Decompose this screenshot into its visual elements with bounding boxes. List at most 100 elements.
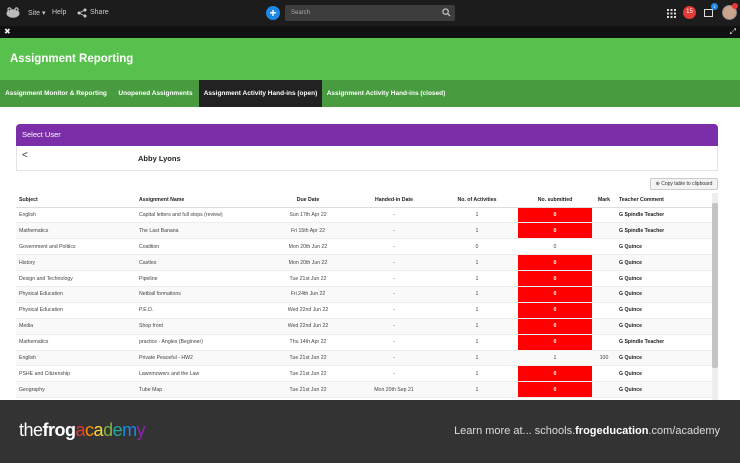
inbox-icon[interactable] — [704, 8, 713, 17]
close-icon[interactable]: ✖ — [4, 27, 11, 36]
table-row[interactable]: Physical Education Netball formations Fri … — [16, 286, 712, 303]
table-row[interactable]: History Castles Mon 20th Jun 22-1 0 G Quince — [16, 254, 712, 272]
cell-activities: 1 — [436, 381, 518, 399]
copy-icon: ⊕ — [655, 181, 660, 187]
brand-academy-letter: c — [85, 420, 94, 440]
cell-submitted: 0 — [518, 365, 592, 383]
cell-activities: 1 — [436, 302, 518, 319]
cell-submitted: 0 — [518, 222, 592, 240]
cell-teacher-comment: G Quince — [616, 350, 712, 367]
column-header-handed-in[interactable]: Handed-in Date — [352, 193, 436, 208]
brand-frog: frog — [42, 420, 77, 440]
brand-the: the — [19, 420, 43, 440]
brand-academy-letter: a — [75, 420, 86, 440]
notification-badge[interactable]: 15 — [683, 6, 696, 19]
cell-activities: 1 — [436, 254, 518, 272]
apps-grid-icon[interactable] — [667, 9, 676, 18]
hand-ins-table: Subject Assignment Name Due Date Handed-… — [16, 193, 712, 399]
cell-subject: Mathematics — [16, 334, 136, 351]
tab-bar: Assignment Monitor & Reporting Unopened … — [0, 80, 740, 107]
cell-activities: 1 — [436, 270, 518, 287]
column-header-mark[interactable]: Mark — [592, 193, 616, 208]
cell-assignment: Lawnmowers and the Law — [136, 365, 264, 383]
cell-submitted: 1 — [518, 350, 592, 367]
table-row[interactable]: English Private Peaceful - HW2 Tue 21st Ju… — [16, 350, 712, 367]
table-row[interactable]: Mathematics The Last Banana Fri 15th Apr 2… — [16, 222, 712, 240]
column-header-submitted[interactable]: No. submitted — [518, 193, 592, 208]
cell-mark — [592, 286, 616, 303]
tab-assignment-monitor[interactable]: Assignment Monitor & Reporting — [5, 90, 107, 97]
table-row[interactable]: Geography Tube Map Tue 21st Jun 22 Mon 20th… — [16, 381, 712, 399]
column-header-assignment[interactable]: Assignment Name — [136, 193, 264, 208]
search-icon[interactable] — [442, 8, 451, 17]
plus-icon: + — [269, 6, 277, 20]
cell-assignment: Coalition — [136, 238, 264, 256]
table-header-row: Subject Assignment Name Due Date Handed-… — [16, 193, 712, 208]
brand-academy-letter: y — [136, 420, 146, 440]
table-row[interactable]: English Capital letters and full stops (r… — [16, 207, 712, 224]
column-header-due-date[interactable]: Due Date — [264, 193, 352, 208]
cell-due-date: Sun 17th Apr 22 — [264, 207, 352, 224]
cell-assignment: Capital letters and full stops (review) — [136, 207, 264, 224]
cell-handed-in: Mon 20th Sep 21 — [352, 381, 436, 399]
table-row[interactable]: Mathematics practice - Angles (Beginner) T… — [16, 334, 712, 351]
cell-assignment: practice - Angles (Beginner) — [136, 334, 264, 351]
site-menu[interactable]: Site ▾ — [28, 9, 46, 17]
cell-submitted: 0 — [518, 270, 592, 287]
cell-activities: 0 — [436, 238, 518, 256]
table-row[interactable]: Physical Education P.E.D. Wed 22nd Jun 22-… — [16, 302, 712, 319]
scrollbar-thumb[interactable] — [712, 203, 718, 368]
user-name: Abby Lyons — [138, 154, 181, 163]
cell-mark — [592, 222, 616, 240]
cell-mark — [592, 238, 616, 256]
cell-due-date: Wed 22nd Jun 22 — [264, 318, 352, 335]
column-header-activities[interactable]: No. of Activities — [436, 193, 518, 208]
table-row[interactable]: Design and Technology Pipeline Tue 21st Ju… — [16, 270, 712, 287]
cell-assignment: Tube Map — [136, 381, 264, 399]
expand-icon[interactable]: ⤢ — [729, 27, 736, 36]
share-link[interactable]: Share — [90, 9, 109, 16]
cell-teacher-comment: G Quince — [616, 286, 712, 303]
tab-hand-ins-open[interactable]: Assignment Activity Hand-ins (open) — [199, 80, 322, 107]
window-toolbar: ✖ ⤢ — [0, 26, 740, 38]
cell-assignment: Private Peaceful - HW2 — [136, 350, 264, 367]
cell-due-date: Wed 22nd Jun 22 — [264, 302, 352, 319]
learn-prefix: Learn more at... schools. — [454, 425, 576, 437]
table-row[interactable]: Government and Politics Coalition Mon 20th… — [16, 238, 712, 256]
select-user-panel-title: Select User — [16, 124, 718, 146]
cell-handed-in: - — [352, 365, 436, 383]
learn-more-link[interactable]: Learn more at... schools.frogeducation.c… — [454, 425, 720, 437]
cell-due-date: Fri 15th Apr 22 — [264, 222, 352, 240]
cell-teacher-comment: G Quince — [616, 238, 712, 256]
app-header: Assignment Reporting — [0, 38, 740, 80]
cell-mark — [592, 207, 616, 224]
cell-subject: Media — [16, 318, 136, 335]
cell-submitted: 0 — [518, 207, 592, 224]
table-scrollbar[interactable] — [712, 193, 718, 400]
column-header-teacher-comment[interactable]: Teacher Comment — [616, 193, 712, 208]
copy-table-label: Copy table to clipboard — [661, 181, 713, 187]
cell-submitted: 0 — [518, 302, 592, 319]
frog-academy-logo: thefrogacademy — [19, 420, 146, 441]
tab-unopened-assignments[interactable]: Unopened Assignments — [118, 90, 193, 97]
frog-logo-icon[interactable] — [6, 7, 20, 18]
copy-table-button[interactable]: ⊕ Copy table to clipboard — [650, 178, 718, 190]
tab-hand-ins-closed[interactable]: Assignment Activity Hand-ins (closed) — [326, 90, 446, 97]
add-button[interactable]: + — [266, 6, 280, 20]
back-button[interactable]: < — [22, 150, 28, 161]
cell-activities: 1 — [436, 350, 518, 367]
cell-mark — [592, 302, 616, 319]
table-row[interactable]: Media Shop front Wed 22nd Jun 22-1 0 G Quinc… — [16, 318, 712, 335]
help-link[interactable]: Help — [52, 9, 67, 16]
chevron-down-icon: ▾ — [42, 10, 46, 17]
share-icon[interactable] — [77, 8, 87, 18]
cell-activities: 1 — [436, 286, 518, 303]
cell-teacher-comment: G Quince — [616, 270, 712, 287]
promo-footer: thefrogacademy Learn more at... schools.… — [0, 400, 740, 463]
cell-due-date: Mon 20th Jun 22 — [264, 238, 352, 256]
table-row[interactable]: PSHE and Citizenship Lawnmowers and the L… — [16, 365, 712, 383]
search-input[interactable]: Search — [285, 5, 455, 21]
column-header-subject[interactable]: Subject — [16, 193, 136, 208]
cell-submitted: 0 — [518, 238, 592, 256]
cell-submitted: 0 — [518, 318, 592, 335]
